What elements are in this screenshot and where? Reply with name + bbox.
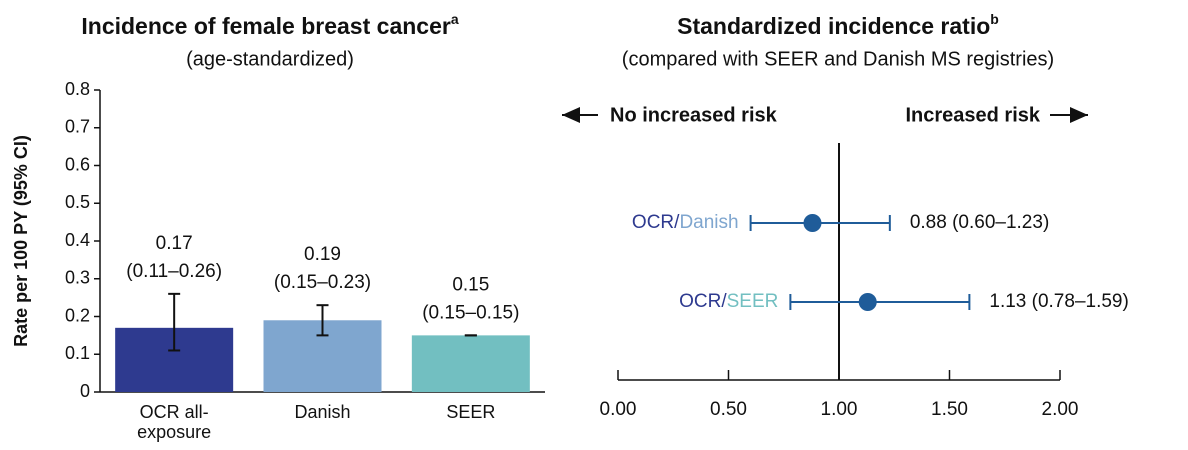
row-label-part: OCR bbox=[679, 291, 721, 312]
ci-bar bbox=[789, 294, 971, 310]
annotation: No increased risk bbox=[610, 104, 778, 126]
row-label-part: SEER bbox=[727, 291, 779, 312]
interval-label: (0.15–0.23) bbox=[274, 272, 371, 293]
y-tick-label: 0.6 bbox=[65, 154, 90, 174]
y-tick-label: 0.1 bbox=[65, 343, 90, 363]
x-tick-label: 0.00 bbox=[600, 399, 637, 420]
interval-label: (0.15–0.15) bbox=[422, 302, 519, 323]
y-tick-label: 0.3 bbox=[65, 268, 90, 288]
x-tick-label: 0.50 bbox=[710, 399, 747, 420]
row-label-part: Danish bbox=[679, 212, 738, 233]
value-label: 0.15 bbox=[452, 274, 489, 295]
row-label-part: OCR bbox=[632, 212, 674, 233]
x-tick-label: 1.50 bbox=[931, 399, 968, 420]
value-label: 1.13 (0.78–1.59) bbox=[989, 291, 1128, 312]
chart-title: Incidence of female breast cancera bbox=[81, 11, 458, 39]
chart-subtitle: (age-standardized) bbox=[186, 48, 354, 70]
value-label: 0.19 bbox=[304, 244, 341, 265]
x-tick-label: 1.00 bbox=[821, 399, 858, 420]
row-label: OCR/Danish bbox=[632, 212, 739, 233]
y-tick-label: 0.5 bbox=[65, 192, 90, 212]
error-bar bbox=[316, 304, 329, 337]
row-label-part: / bbox=[674, 212, 680, 233]
title-superscript: b bbox=[990, 11, 999, 27]
title-text: Standardized incidence ratio bbox=[677, 13, 990, 39]
y-axis-label: Rate per 100 PY (95% CI) bbox=[11, 135, 31, 347]
x-tick-label: Danish bbox=[294, 402, 351, 422]
y-tick-label: 0 bbox=[80, 381, 90, 401]
row-label: OCR/SEER bbox=[679, 291, 778, 312]
x-tick-label: SEER bbox=[446, 402, 496, 422]
x-tick-label: 2.00 bbox=[1042, 399, 1079, 420]
interval-label: (0.11–0.26) bbox=[126, 261, 222, 282]
y-tick-label: 0.8 bbox=[65, 79, 90, 99]
point-estimate bbox=[803, 214, 822, 232]
y-tick-label: 0.4 bbox=[65, 230, 90, 250]
bar bbox=[411, 335, 530, 392]
value-label: 0.17 bbox=[156, 233, 193, 254]
chart-title: Standardized incidence ratiob bbox=[677, 11, 999, 39]
title-superscript: a bbox=[451, 11, 459, 27]
row-label-part: / bbox=[721, 291, 727, 312]
title-text: Incidence of female breast cancer bbox=[81, 13, 450, 39]
point-estimate bbox=[858, 293, 877, 311]
chart-subtitle: (compared with SEER and Danish MS regist… bbox=[622, 48, 1054, 70]
value-label: 0.88 (0.60–1.23) bbox=[910, 212, 1049, 233]
y-tick-label: 0.7 bbox=[65, 117, 90, 137]
annotation: Increased risk bbox=[905, 104, 1040, 126]
error-bar bbox=[168, 292, 181, 352]
x-tick-label: OCR all-exposure bbox=[137, 402, 212, 442]
y-tick-label: 0.2 bbox=[65, 305, 90, 325]
